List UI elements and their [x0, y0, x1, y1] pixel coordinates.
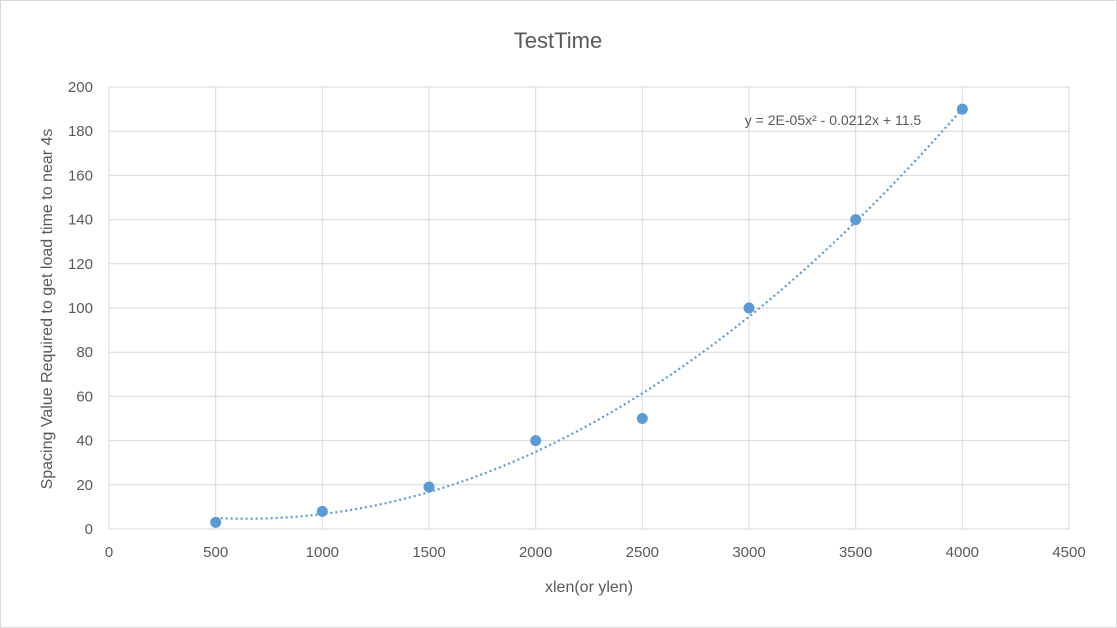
x-tick-label: 500 [203, 544, 228, 561]
trendline-equation: y = 2E-05x² - 0.0212x + 11.5 [745, 112, 922, 128]
y-tick-label: 140 [68, 212, 93, 229]
trendline [215, 108, 964, 520]
chart-title: TestTime [514, 28, 602, 53]
x-tick-label: 1500 [412, 544, 445, 561]
data-point [743, 302, 755, 314]
y-tick-label: 180 [68, 123, 93, 140]
y-tick-label: 60 [76, 388, 93, 405]
data-points [210, 103, 968, 528]
x-tick-label: 4500 [1052, 544, 1085, 561]
x-tick-label: 0 [105, 544, 113, 561]
y-tick-label: 40 [76, 433, 93, 450]
y-tick-label: 0 [85, 521, 93, 538]
y-tick-label: 20 [76, 477, 93, 494]
data-point [530, 435, 542, 447]
data-point [210, 516, 222, 528]
y-axis-tick-labels: 0 20 40 60 80 100 120 140 160 180 200 [68, 79, 93, 538]
x-tick-label: 1000 [306, 544, 339, 561]
y-tick-label: 100 [68, 300, 93, 317]
x-tick-label: 3000 [732, 544, 765, 561]
data-point [956, 103, 968, 115]
x-tick-label: 4000 [946, 544, 979, 561]
data-point [423, 481, 435, 493]
data-point [316, 505, 328, 517]
horizontal-gridlines [109, 86, 1069, 530]
x-axis-tick-labels: 0 500 1000 1500 2000 2500 3000 3500 4000 4500 [105, 544, 1086, 561]
y-tick-label: 120 [68, 256, 93, 273]
x-tick-label: 2500 [626, 544, 659, 561]
y-axis-label: Spacing Value Required to get load time … [39, 129, 56, 490]
data-point [850, 214, 862, 226]
x-tick-label: 3500 [839, 544, 872, 561]
y-tick-label: 80 [76, 344, 93, 361]
x-axis-label: xlen(or ylen) [545, 579, 633, 596]
y-tick-label: 200 [68, 79, 93, 96]
x-tick-label: 2000 [519, 544, 552, 561]
y-tick-label: 160 [68, 167, 93, 184]
data-point [636, 413, 648, 424]
